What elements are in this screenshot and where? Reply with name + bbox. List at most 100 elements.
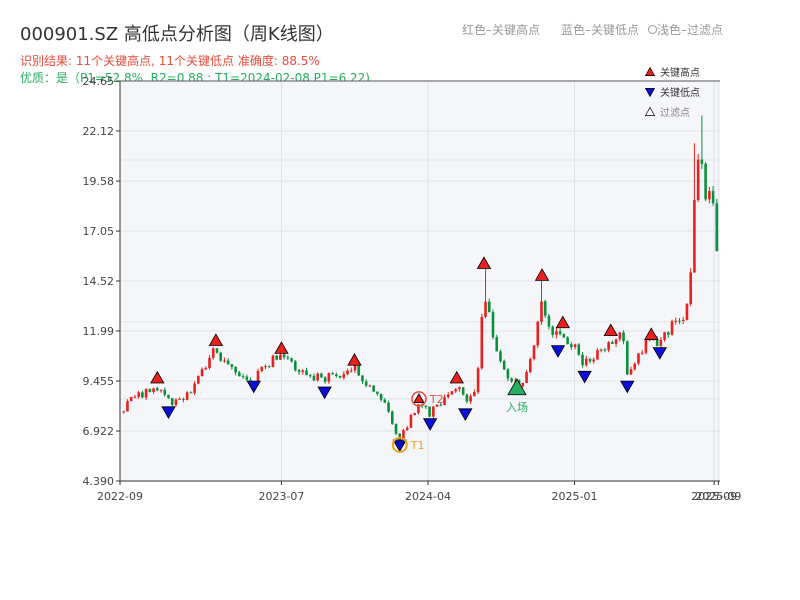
candle-body: [137, 392, 140, 397]
candle-body: [547, 315, 551, 327]
key-low-marker: [422, 418, 438, 431]
legend-marker-icon: [644, 88, 656, 98]
candle-body: [148, 389, 152, 392]
candle-body: [622, 332, 625, 342]
t1-ring: [391, 436, 408, 453]
candle-body: [592, 359, 596, 362]
candle-body: [390, 411, 394, 424]
candle-body: [529, 358, 532, 373]
candle-body: [476, 368, 480, 393]
candle-body: [681, 319, 685, 321]
candle-body: [618, 332, 622, 340]
candle-body: [424, 405, 428, 407]
candle-body: [562, 334, 566, 338]
candle-body: [629, 369, 633, 375]
candle-body: [226, 360, 230, 365]
candle-body: [499, 351, 502, 361]
page-title: 000901.SZ 高低点分析图（周K线图）: [20, 24, 334, 45]
candle-body: [659, 339, 663, 346]
t1-label: T1: [410, 439, 425, 452]
candle-body: [577, 344, 581, 355]
candle-body: [189, 392, 193, 394]
candle-body: [543, 301, 547, 316]
candle-body: [625, 341, 629, 375]
candle-body: [435, 404, 439, 407]
candle-body: [525, 372, 528, 383]
candle-body: [439, 404, 443, 406]
candle-body: [312, 375, 316, 381]
candle-body: [297, 370, 301, 372]
candle-body: [122, 411, 126, 413]
candle-body: [170, 398, 174, 405]
candle-body: [405, 427, 409, 430]
candle-body: [264, 366, 267, 368]
candle-body: [637, 353, 640, 364]
candle-body: [178, 398, 181, 400]
candle-body: [711, 191, 715, 204]
candle-body: [540, 301, 543, 322]
candle-body: [234, 366, 237, 373]
key-high-marker: [644, 327, 659, 340]
x-tick-label: 2025-09: [695, 490, 741, 503]
candle-body: [480, 316, 484, 369]
candle-body: [308, 375, 312, 377]
candle-body: [633, 363, 637, 370]
candle-body: [133, 396, 137, 398]
y-tick-label: 9.455: [83, 375, 115, 388]
candle-body: [458, 387, 461, 390]
candle-body: [461, 387, 465, 395]
candle-body: [290, 358, 293, 362]
legend-note-light: 浅色–过滤点: [648, 21, 723, 38]
candle-body: [704, 163, 707, 200]
candle-body: [182, 398, 185, 400]
axes: 4.390 6.922 9.455 11.99 14.52 17.05 19.58 22.12…: [83, 75, 742, 503]
key-low-marker: [246, 380, 261, 394]
legend-marker-icon: [644, 66, 656, 76]
candle-body: [223, 360, 226, 362]
y-tick-label: 19.58: [83, 175, 115, 188]
candle-body: [685, 304, 689, 320]
t1-low-marker: [394, 441, 406, 452]
candle-body: [301, 370, 305, 372]
candle-body: [331, 373, 334, 375]
candle-body: [465, 394, 469, 402]
entry-label: 入场: [506, 400, 528, 414]
candle-body: [450, 391, 454, 395]
key-high-marker: [476, 256, 492, 269]
candle-body: [267, 366, 271, 368]
candle-body: [305, 370, 308, 376]
legend-label: 关键低点: [660, 86, 700, 99]
key-low-marker: [652, 347, 667, 360]
candle-body: [335, 374, 338, 376]
key-high-marker: [603, 323, 618, 337]
candle-body: [417, 404, 420, 414]
t2-label: T2: [429, 393, 444, 406]
candle-body: [487, 301, 491, 313]
candle-body: [372, 385, 375, 392]
candle-body: [678, 320, 681, 322]
candle-body: [473, 392, 476, 397]
candle-body: [409, 414, 413, 428]
candle-body: [129, 397, 133, 402]
candle-body: [364, 381, 368, 386]
legend-label: 关键高点: [660, 66, 700, 79]
candle-body: [454, 389, 458, 392]
legend-note-red: 红色–关键高点: [462, 23, 541, 37]
candle-body: [510, 378, 513, 382]
key-high-marker: [274, 341, 289, 354]
candle-body: [159, 389, 163, 391]
candle-body: [316, 373, 319, 381]
candle-body: [156, 388, 159, 391]
candle-body: [536, 321, 540, 346]
candle-body: [674, 320, 678, 322]
t2-high-marker: [413, 393, 425, 404]
candle-body: [588, 358, 592, 362]
candle-body: [555, 331, 558, 335]
candle-body: [275, 355, 278, 360]
entry-marker: [507, 378, 527, 396]
x-tick-label: 2025-09: [691, 490, 737, 503]
candle-body: [696, 159, 700, 200]
candle-body: [607, 342, 610, 351]
